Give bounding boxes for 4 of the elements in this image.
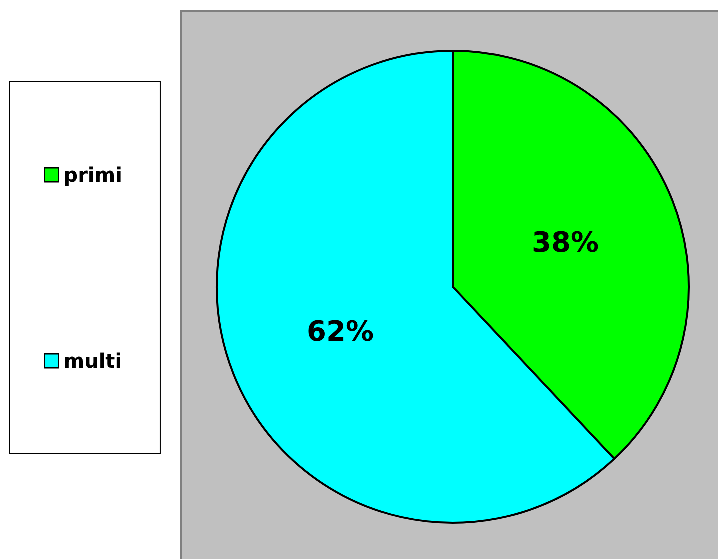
data-label: 38% <box>532 226 600 259</box>
data-label: 62% <box>306 315 374 348</box>
legend-label: multi <box>64 349 122 373</box>
legend-label: primi <box>64 163 122 187</box>
